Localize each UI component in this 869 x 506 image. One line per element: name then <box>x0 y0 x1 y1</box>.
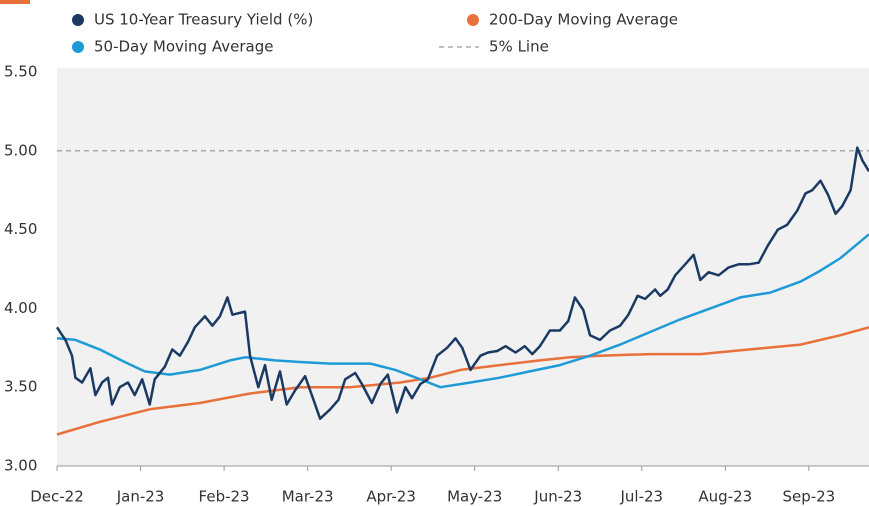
x-tick-label: Jan-23 <box>116 488 165 506</box>
series-line <box>56 326 869 436</box>
y-tick-label: 3.00 <box>4 457 37 475</box>
series-line <box>56 233 869 389</box>
x-tick-label: Feb-23 <box>199 488 250 506</box>
y-tick-label: 4.50 <box>4 220 37 238</box>
legend-marker <box>72 41 84 53</box>
legend-label: US 10-Year Treasury Yield (%) <box>94 11 313 29</box>
legend-label: 5% Line <box>489 38 549 56</box>
series-line <box>55 146 869 420</box>
x-tick-label: Dec-22 <box>30 488 84 506</box>
legend-label: 200-Day Moving Average <box>489 11 678 29</box>
x-tick-label: Jun-23 <box>533 488 582 506</box>
x-tick-label: Sep-23 <box>782 488 835 506</box>
y-tick-label: 4.00 <box>4 299 37 317</box>
x-tick-label: May-23 <box>447 488 502 506</box>
x-tick-label: Jul-23 <box>619 488 663 506</box>
x-tick-label: Apr-23 <box>366 488 416 506</box>
legend-label: 50-Day Moving Average <box>94 38 273 56</box>
legend-marker <box>72 14 84 26</box>
y-tick-label: 5.00 <box>4 141 37 159</box>
accent-bar <box>0 0 30 4</box>
x-tick-label: Mar-23 <box>282 488 334 506</box>
x-tick-label: Aug-23 <box>698 488 752 506</box>
legend-marker <box>467 14 479 26</box>
y-tick-label: 3.50 <box>4 378 37 396</box>
y-tick-label: 5.50 <box>4 63 37 81</box>
